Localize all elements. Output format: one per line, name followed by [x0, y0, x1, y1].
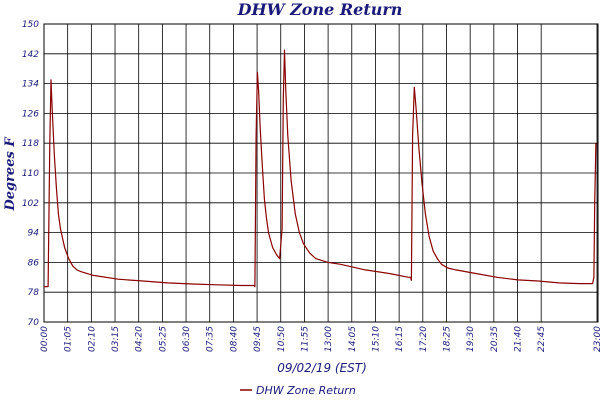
series-line [44, 49, 597, 288]
legend: DHW Zone Return [240, 384, 356, 397]
x-tick-label: 19:30 [466, 326, 476, 352]
x-tick-label: 05:25 [158, 326, 168, 352]
x-tick-label: 18:25 [442, 326, 452, 352]
y-tick-label: 110 [22, 169, 39, 179]
x-tick-label: 00:00 [40, 326, 50, 352]
x-tick-label: 23:00 [593, 326, 600, 352]
x-tick-label: 08:40 [229, 326, 239, 352]
y-tick-label: 118 [22, 139, 39, 149]
x-tick-label: 04:20 [135, 326, 145, 352]
y-tick-label: 94 [28, 229, 40, 239]
x-tick-label: 07:35 [206, 326, 216, 352]
x-tick-label: 16:15 [395, 326, 405, 352]
y-tick-label: 150 [22, 20, 39, 30]
x-tick-label: 01:05 [64, 326, 74, 352]
y-tick-label: 134 [22, 80, 39, 90]
x-tick-label: 06:30 [182, 326, 192, 352]
x-tick-label: 09:45 [253, 326, 263, 352]
x-tick-label: 14:05 [348, 326, 358, 352]
x-tick-label: 17:20 [419, 326, 429, 352]
x-tick-label: 11:55 [300, 326, 310, 352]
x-tick-label: 02:10 [87, 326, 97, 352]
x-tick-label: 13:00 [324, 326, 334, 352]
y-tick-label: 78 [28, 288, 40, 298]
y-tick-label: 86 [28, 258, 40, 268]
x-tick-label: 20:35 [490, 326, 500, 352]
chart-title: DHW Zone Return [237, 0, 403, 19]
legend-label: DHW Zone Return [256, 384, 356, 397]
x-tick-label: 03:15 [111, 326, 121, 352]
y-tick-label: 126 [22, 109, 39, 119]
y-tick-label: 142 [22, 50, 39, 60]
plot-area: 70 78 86 94 102 110 118 126 134 142 150 00:00 01:05 0… [22, 20, 600, 352]
x-tick-label: 10:50 [277, 326, 287, 352]
x-tick-label: 15:10 [371, 326, 381, 352]
x-tick-label: 22:45 [537, 326, 547, 352]
x-axis-label: 09/02/19 (EST) [277, 361, 367, 375]
x-tick-label: 21:40 [514, 326, 524, 352]
y-tick-label: 102 [22, 199, 39, 209]
y-axis-label: Degrees F [3, 137, 18, 212]
y-tick-label: 70 [28, 318, 40, 328]
